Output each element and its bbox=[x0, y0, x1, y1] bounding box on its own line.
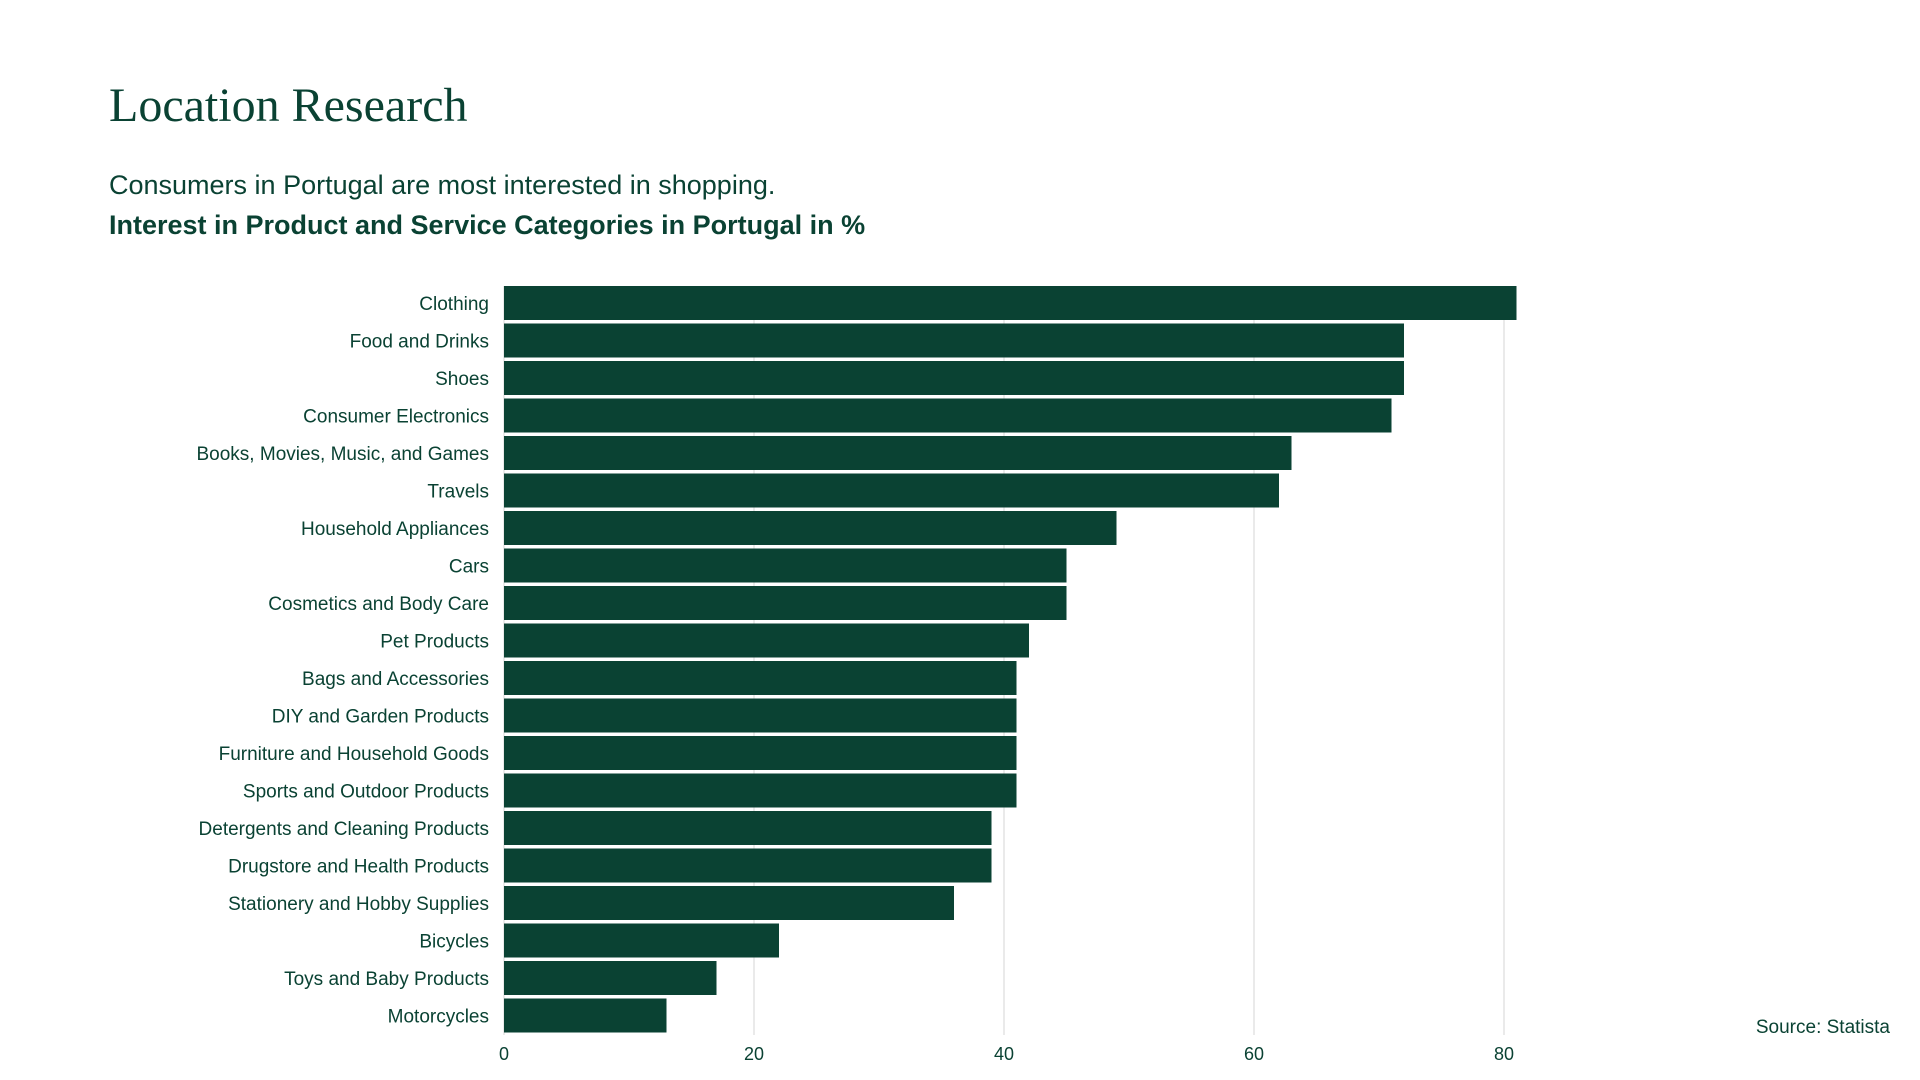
category-label: Bags and Accessories bbox=[302, 669, 489, 690]
category-label: Bicycles bbox=[419, 932, 489, 953]
category-label: Detergents and Cleaning Products bbox=[199, 819, 489, 840]
bar bbox=[504, 436, 1292, 470]
bar bbox=[504, 623, 1029, 658]
page-title: Location Research bbox=[109, 79, 468, 132]
bar bbox=[504, 923, 779, 958]
x-tick-label: 40 bbox=[994, 1044, 1014, 1064]
bar bbox=[504, 286, 1517, 320]
x-tick-label: 0 bbox=[499, 1044, 509, 1064]
grid-lines bbox=[503, 286, 1505, 1035]
category-label: Household Appliances bbox=[301, 519, 489, 540]
page-subtitle: Consumers in Portugal are most intereste… bbox=[109, 170, 776, 200]
bar bbox=[504, 473, 1279, 508]
bar bbox=[504, 398, 1392, 433]
category-label: Cars bbox=[449, 557, 489, 578]
bars bbox=[504, 286, 1517, 1033]
bar bbox=[504, 661, 1017, 695]
bar bbox=[504, 548, 1067, 583]
bar bbox=[504, 323, 1404, 358]
category-label: Pet Products bbox=[380, 632, 489, 653]
bar bbox=[504, 361, 1404, 395]
bar bbox=[504, 698, 1017, 733]
category-label: Travels bbox=[427, 482, 489, 503]
category-label: Furniture and Household Goods bbox=[219, 744, 489, 765]
category-label: Cosmetics and Body Care bbox=[268, 594, 489, 615]
category-label: Shoes bbox=[435, 369, 489, 390]
category-label: Motorcycles bbox=[388, 1007, 489, 1028]
bar bbox=[504, 961, 717, 995]
bar bbox=[504, 811, 992, 845]
category-label: Drugstore and Health Products bbox=[228, 857, 489, 878]
x-axis-ticks: 0 20 40 60 80 bbox=[499, 1044, 1514, 1064]
bar bbox=[504, 848, 992, 883]
source-note: Source: Statista bbox=[1755, 1017, 1890, 1038]
x-tick-label: 20 bbox=[744, 1044, 764, 1064]
bar bbox=[504, 998, 667, 1033]
bar bbox=[504, 586, 1067, 620]
category-label: Toys and Baby Products bbox=[284, 969, 489, 990]
category-label: Food and Drinks bbox=[350, 332, 489, 353]
category-label: Consumer Electronics bbox=[303, 407, 489, 428]
bar bbox=[504, 511, 1117, 545]
bar bbox=[504, 773, 1017, 808]
chart-title: Interest in Product and Service Categori… bbox=[109, 210, 866, 240]
category-label: Books, Movies, Music, and Games bbox=[197, 444, 490, 465]
category-label: DIY and Garden Products bbox=[272, 707, 489, 728]
category-label: Stationery and Hobby Supplies bbox=[228, 894, 489, 915]
category-label: Clothing bbox=[419, 294, 489, 315]
bar bbox=[504, 886, 954, 920]
category-label: Sports and Outdoor Products bbox=[243, 782, 489, 803]
bar bbox=[504, 736, 1017, 770]
category-labels: Clothing Food and Drinks Shoes Consumer Ele… bbox=[197, 294, 490, 1028]
x-tick-label: 60 bbox=[1244, 1044, 1264, 1064]
x-tick-label: 80 bbox=[1494, 1044, 1514, 1064]
